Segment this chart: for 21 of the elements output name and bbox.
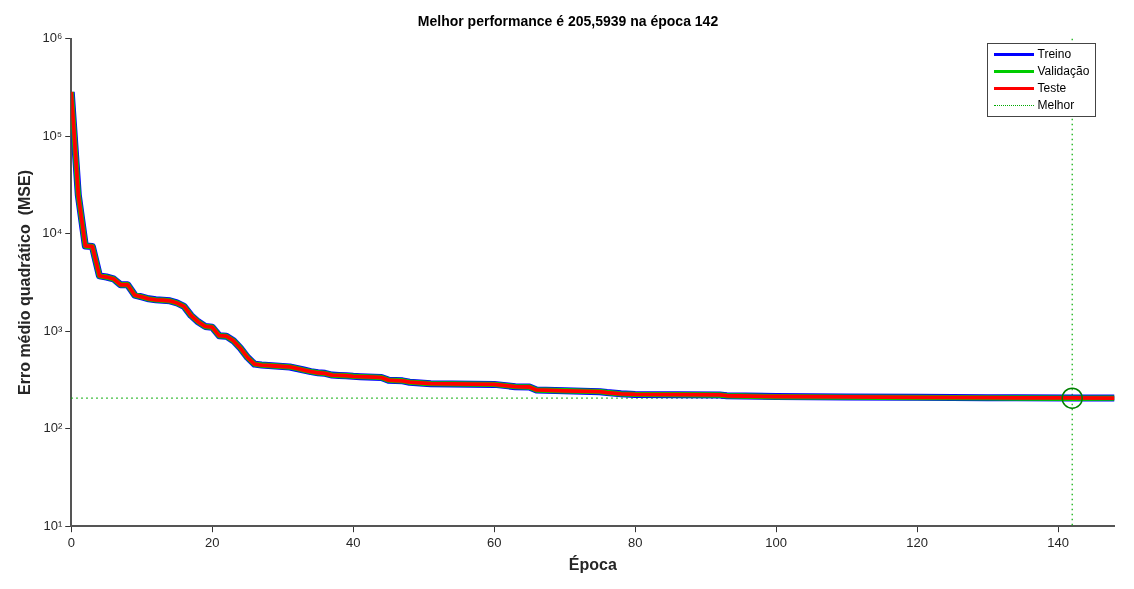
x-axis-title: Época — [568, 554, 617, 573]
x-tick-label: 0 — [67, 534, 75, 550]
y-tick-label: 10² — [43, 420, 63, 436]
x-tick-label: 120 — [906, 534, 928, 550]
x-tick-label: 40 — [345, 534, 361, 550]
x-tick-label: 100 — [765, 534, 787, 550]
x-tick-label: 140 — [1047, 534, 1069, 550]
x-tick-label: 60 — [486, 534, 502, 550]
x-tick-label: 20 — [204, 534, 220, 550]
legend-label: Teste — [1037, 81, 1067, 96]
y-axis-title: Erro médio quadrático (MSE) — [16, 170, 34, 395]
y-tick-label: 10¹ — [43, 517, 63, 533]
y-tick-label: 10⁵ — [42, 127, 63, 143]
y-tick-label: 10³ — [43, 322, 63, 338]
legend-label: Melhor — [1037, 98, 1075, 113]
legend-label: Validação — [1037, 64, 1090, 79]
chart-title: Melhor performance é 205,5939 na época 142 — [417, 13, 719, 30]
y-tick-label: 10⁴ — [42, 225, 63, 241]
x-tick-label: 80 — [627, 534, 643, 550]
legend-label: Treino — [1037, 47, 1072, 62]
y-tick-label: 10⁶ — [42, 30, 63, 46]
